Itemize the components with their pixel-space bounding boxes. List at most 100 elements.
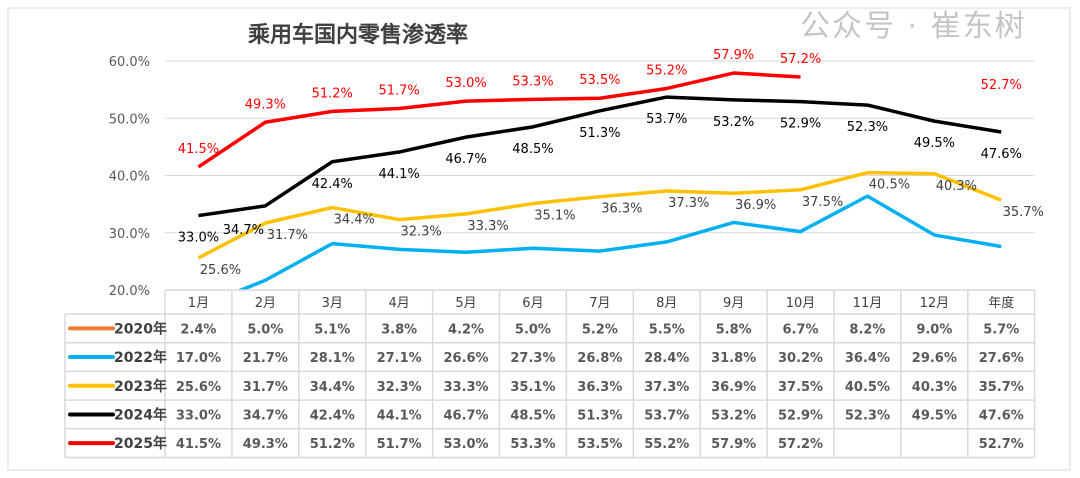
data-label: 35.7%: [1003, 205, 1044, 220]
data-label: 49.3%: [245, 97, 286, 112]
table-cell: 5.0%: [515, 322, 551, 337]
table-cell: 57.2%: [778, 437, 823, 452]
series-line-2025年: [197, 71, 801, 169]
table-cell: 5.8%: [716, 322, 752, 337]
table-cell: 27.1%: [377, 351, 422, 366]
table-cell: 33.0%: [176, 408, 221, 423]
data-label: 42.4%: [312, 177, 353, 192]
series-line-2022年: [236, 194, 1002, 290]
data-label: 33.0%: [178, 231, 219, 246]
data-label: 32.3%: [400, 225, 441, 240]
table-cell: 28.1%: [310, 351, 355, 366]
y-tick-label: 30.0%: [109, 227, 150, 242]
table-cell: 5.1%: [314, 322, 350, 337]
category-header: 9月: [723, 296, 744, 311]
table-cell: 29.6%: [912, 351, 957, 366]
table-cell: 5.5%: [649, 322, 685, 337]
table-cell: 55.2%: [644, 437, 689, 452]
table-cell: 44.1%: [377, 408, 422, 423]
table-cell: 53.0%: [443, 437, 488, 452]
data-label: 53.5%: [579, 73, 620, 88]
data-label: 44.1%: [378, 167, 419, 182]
data-label: 52.9%: [780, 117, 821, 132]
data-label: 31.7%: [267, 228, 308, 243]
series-line-2023年: [197, 170, 1002, 260]
table-cell: 28.4%: [644, 351, 689, 366]
y-tick-label: 20.0%: [109, 284, 150, 299]
table-cell: 26.8%: [577, 351, 622, 366]
table-cell: 27.3%: [510, 351, 555, 366]
table-cell: 30.2%: [778, 351, 823, 366]
table-cell: 40.5%: [845, 380, 890, 395]
table-cell: 52.7%: [979, 437, 1024, 452]
watermark: 公众号 · 崔东树: [800, 9, 1027, 44]
table-cell: 31.8%: [711, 351, 756, 366]
category-header: 10月: [786, 296, 816, 311]
data-label: 37.5%: [802, 195, 843, 210]
legend-label: 2023年: [114, 378, 167, 395]
data-label: 51.7%: [378, 84, 419, 99]
category-header: 8月: [656, 296, 677, 311]
data-label: 48.5%: [512, 142, 553, 157]
table-cell: 21.7%: [243, 351, 288, 366]
table-cell: 17.0%: [176, 351, 221, 366]
data-label: 46.7%: [445, 152, 486, 167]
table-cell: 37.3%: [644, 380, 689, 395]
table-cell: 51.7%: [377, 437, 422, 452]
data-label: 55.2%: [646, 63, 687, 78]
category-header: 12月: [920, 296, 950, 311]
table-cell: 9.0%: [916, 322, 952, 337]
legend-label: 2024年: [114, 406, 167, 423]
table-cell: 53.7%: [644, 408, 689, 423]
data-label: 57.2%: [780, 52, 821, 67]
table-cell: 4.2%: [448, 322, 484, 337]
table-cell: 53.3%: [510, 437, 555, 452]
data-label: 47.6%: [981, 147, 1022, 162]
table-cell: 5.7%: [983, 322, 1019, 337]
data-label: 52.3%: [847, 120, 888, 135]
table-cell: 42.4%: [310, 408, 355, 423]
category-header: 4月: [389, 296, 410, 311]
data-label: 51.2%: [312, 86, 353, 101]
y-tick-label: 40.0%: [109, 170, 150, 185]
data-label: 35.1%: [534, 209, 575, 224]
table-cell: 34.4%: [310, 380, 355, 395]
chart-title: 乘用车国内零售渗透率: [247, 22, 468, 48]
data-label: 41.5%: [178, 142, 219, 157]
data-label: 36.3%: [601, 202, 642, 217]
table-cell: 57.9%: [711, 437, 756, 452]
table-cell: 36.4%: [845, 351, 890, 366]
table-cell: 51.2%: [310, 437, 355, 452]
table-cell: 2.4%: [180, 322, 216, 337]
data-label: 40.3%: [936, 179, 977, 194]
table-cell: 36.9%: [711, 380, 756, 395]
data-label: 51.3%: [579, 126, 620, 141]
legend-label: 2020年: [114, 320, 167, 337]
category-header: 年度: [988, 295, 1014, 311]
table-cell: 35.1%: [510, 380, 555, 395]
category-header: 1月: [188, 296, 209, 311]
legend-label: 2022年: [114, 349, 167, 366]
category-header: 11月: [853, 296, 883, 311]
table-cell: 25.6%: [176, 380, 221, 395]
data-label: 53.3%: [512, 74, 553, 89]
data-label: 49.5%: [914, 136, 955, 151]
category-header: 2月: [255, 296, 276, 311]
table-cell: 8.2%: [849, 322, 885, 337]
table-cell: 46.7%: [443, 408, 488, 423]
data-label: 36.9%: [735, 198, 776, 213]
table-cell: 40.3%: [912, 380, 957, 395]
table-cell: 6.7%: [783, 322, 819, 337]
table-cell: 53.2%: [711, 408, 756, 423]
table-cell: 34.7%: [243, 408, 288, 423]
category-header: 6月: [522, 296, 543, 311]
table-cell: 27.6%: [979, 351, 1024, 366]
table-cell: 51.3%: [577, 408, 622, 423]
table-cell: 41.5%: [176, 437, 221, 452]
y-tick-label: 50.0%: [109, 112, 150, 127]
table-cell: 52.9%: [778, 408, 823, 423]
table-cell: 37.5%: [778, 380, 823, 395]
table-cell: 49.3%: [243, 437, 288, 452]
